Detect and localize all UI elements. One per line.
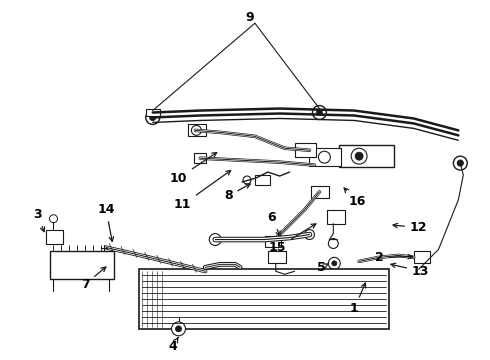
Bar <box>268 251 286 264</box>
Bar <box>339 145 394 167</box>
Circle shape <box>192 125 201 135</box>
Bar <box>189 125 206 136</box>
Circle shape <box>175 326 181 332</box>
Text: 12: 12 <box>393 221 427 234</box>
Circle shape <box>332 261 337 266</box>
Circle shape <box>355 152 363 160</box>
Bar <box>312 186 329 198</box>
Bar <box>195 153 206 163</box>
Bar <box>49 251 114 279</box>
Circle shape <box>318 151 330 163</box>
Circle shape <box>457 160 464 166</box>
Bar <box>146 109 160 117</box>
Circle shape <box>317 109 322 116</box>
Circle shape <box>209 234 221 246</box>
Bar <box>255 175 270 185</box>
Circle shape <box>146 111 160 125</box>
Circle shape <box>351 148 367 164</box>
Circle shape <box>328 257 340 269</box>
Text: 13: 13 <box>391 263 429 278</box>
Text: 15: 15 <box>269 224 316 254</box>
Bar <box>139 269 389 329</box>
Circle shape <box>453 156 467 170</box>
Text: 3: 3 <box>33 208 45 232</box>
Text: 5: 5 <box>317 261 329 274</box>
Circle shape <box>313 105 326 120</box>
Bar <box>294 143 317 157</box>
Bar <box>310 148 341 166</box>
Text: 16: 16 <box>344 188 366 208</box>
Bar <box>327 210 345 224</box>
Text: 7: 7 <box>81 267 106 291</box>
Bar <box>265 235 281 247</box>
Text: 6: 6 <box>268 211 280 236</box>
Text: 2: 2 <box>374 251 413 264</box>
Text: 11: 11 <box>174 171 231 211</box>
Text: 1: 1 <box>350 283 366 315</box>
Circle shape <box>328 239 338 248</box>
Circle shape <box>243 176 251 184</box>
Bar <box>46 230 63 243</box>
Text: 8: 8 <box>224 184 250 202</box>
Bar <box>414 251 430 264</box>
Text: 14: 14 <box>98 203 115 242</box>
Circle shape <box>150 114 156 121</box>
Circle shape <box>172 322 185 336</box>
Circle shape <box>305 230 315 239</box>
Text: 10: 10 <box>170 153 217 185</box>
Text: 9: 9 <box>245 11 254 24</box>
Circle shape <box>49 215 57 223</box>
Text: 4: 4 <box>168 337 178 353</box>
